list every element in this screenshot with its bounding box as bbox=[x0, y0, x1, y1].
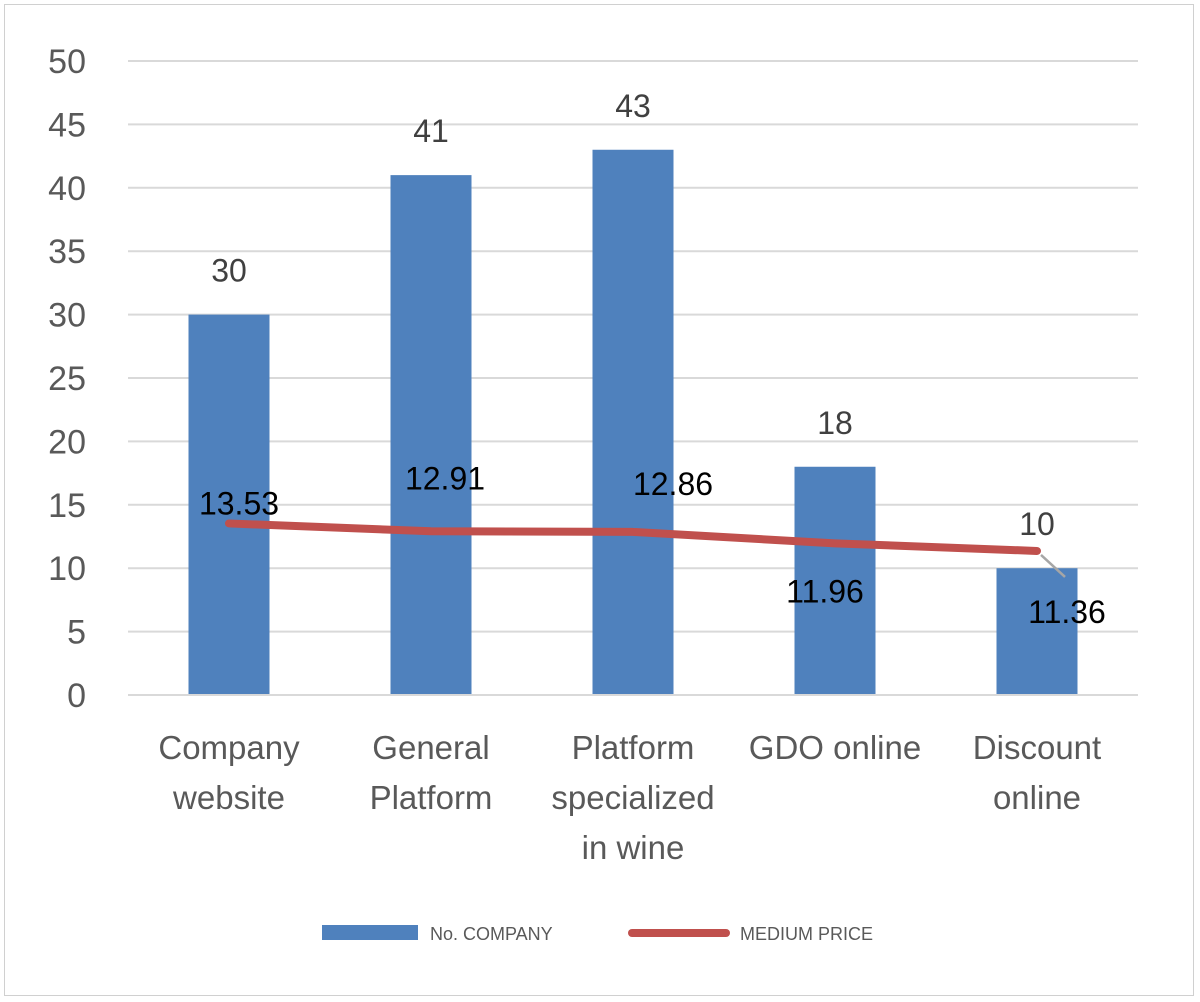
y-tick-label: 25 bbox=[48, 360, 86, 398]
bar bbox=[390, 175, 472, 695]
line-path bbox=[225, 519, 1041, 555]
x-category-label-line: specialized bbox=[551, 779, 714, 816]
x-category-label-line: online bbox=[993, 779, 1081, 816]
y-axis: 0 5 10 15 20 25 30 35 40 45 50 bbox=[48, 43, 86, 715]
x-category-label-line: website bbox=[172, 779, 285, 816]
y-tick-label: 40 bbox=[48, 170, 86, 208]
y-tick-label: 0 bbox=[67, 677, 86, 715]
chart-frame bbox=[4, 4, 1194, 996]
label-leader-line bbox=[1040, 554, 1066, 578]
x-category-label-line: Company bbox=[158, 729, 300, 766]
bar-series bbox=[188, 149, 1078, 695]
x-category-label: GDO online bbox=[749, 729, 921, 766]
y-tick-label: 30 bbox=[48, 297, 86, 335]
y-tick-label: 10 bbox=[48, 550, 86, 588]
line-data-labels: 13.53 12.91 12.86 11.96 11.36 bbox=[199, 460, 1106, 630]
bar-data-label: 41 bbox=[413, 113, 449, 149]
x-category-label-line: General bbox=[372, 729, 489, 766]
x-axis: Company website General Platform Platform spe… bbox=[128, 694, 1138, 866]
line-data-label: 11.36 bbox=[1028, 594, 1106, 630]
x-category-label: Company website bbox=[158, 729, 300, 816]
y-tick-label: 20 bbox=[48, 423, 86, 461]
bar-data-labels: 30 41 43 18 10 bbox=[211, 88, 1055, 542]
x-category-label-line: Discount bbox=[973, 729, 1101, 766]
bar-data-label: 10 bbox=[1019, 506, 1055, 542]
line-data-label: 12.91 bbox=[405, 460, 485, 496]
line-data-label: 12.86 bbox=[633, 466, 713, 502]
line-data-label: 11.96 bbox=[786, 573, 864, 609]
x-category-label-line: in wine bbox=[582, 829, 685, 866]
legend-swatch-bar bbox=[322, 925, 418, 940]
y-tick-label: 50 bbox=[48, 43, 86, 81]
x-category-label: Platform specialized in wine bbox=[551, 729, 714, 866]
legend-label: MEDIUM PRICE bbox=[740, 924, 873, 944]
y-tick-label: 35 bbox=[48, 233, 86, 271]
x-category-label-line: Platform bbox=[572, 729, 695, 766]
bar-data-label: 30 bbox=[211, 253, 247, 289]
line-data-label: 13.53 bbox=[199, 485, 279, 521]
y-tick-label: 15 bbox=[48, 487, 86, 525]
bar bbox=[794, 466, 876, 695]
y-tick-label: 5 bbox=[67, 614, 86, 652]
legend: No. COMPANY MEDIUM PRICE bbox=[322, 924, 873, 944]
x-category-label: General Platform bbox=[370, 729, 493, 816]
legend-label: No. COMPANY bbox=[430, 924, 553, 944]
bar bbox=[592, 149, 674, 695]
x-category-label-line: GDO online bbox=[749, 729, 921, 766]
line-series bbox=[225, 519, 1041, 555]
y-tick-label: 45 bbox=[48, 106, 86, 144]
bar bbox=[188, 314, 270, 695]
x-category-label: Discount online bbox=[973, 729, 1101, 816]
x-category-label-line: Platform bbox=[370, 779, 493, 816]
bar-data-label: 18 bbox=[817, 405, 853, 441]
bar-data-label: 43 bbox=[615, 88, 651, 124]
bar bbox=[996, 568, 1078, 695]
